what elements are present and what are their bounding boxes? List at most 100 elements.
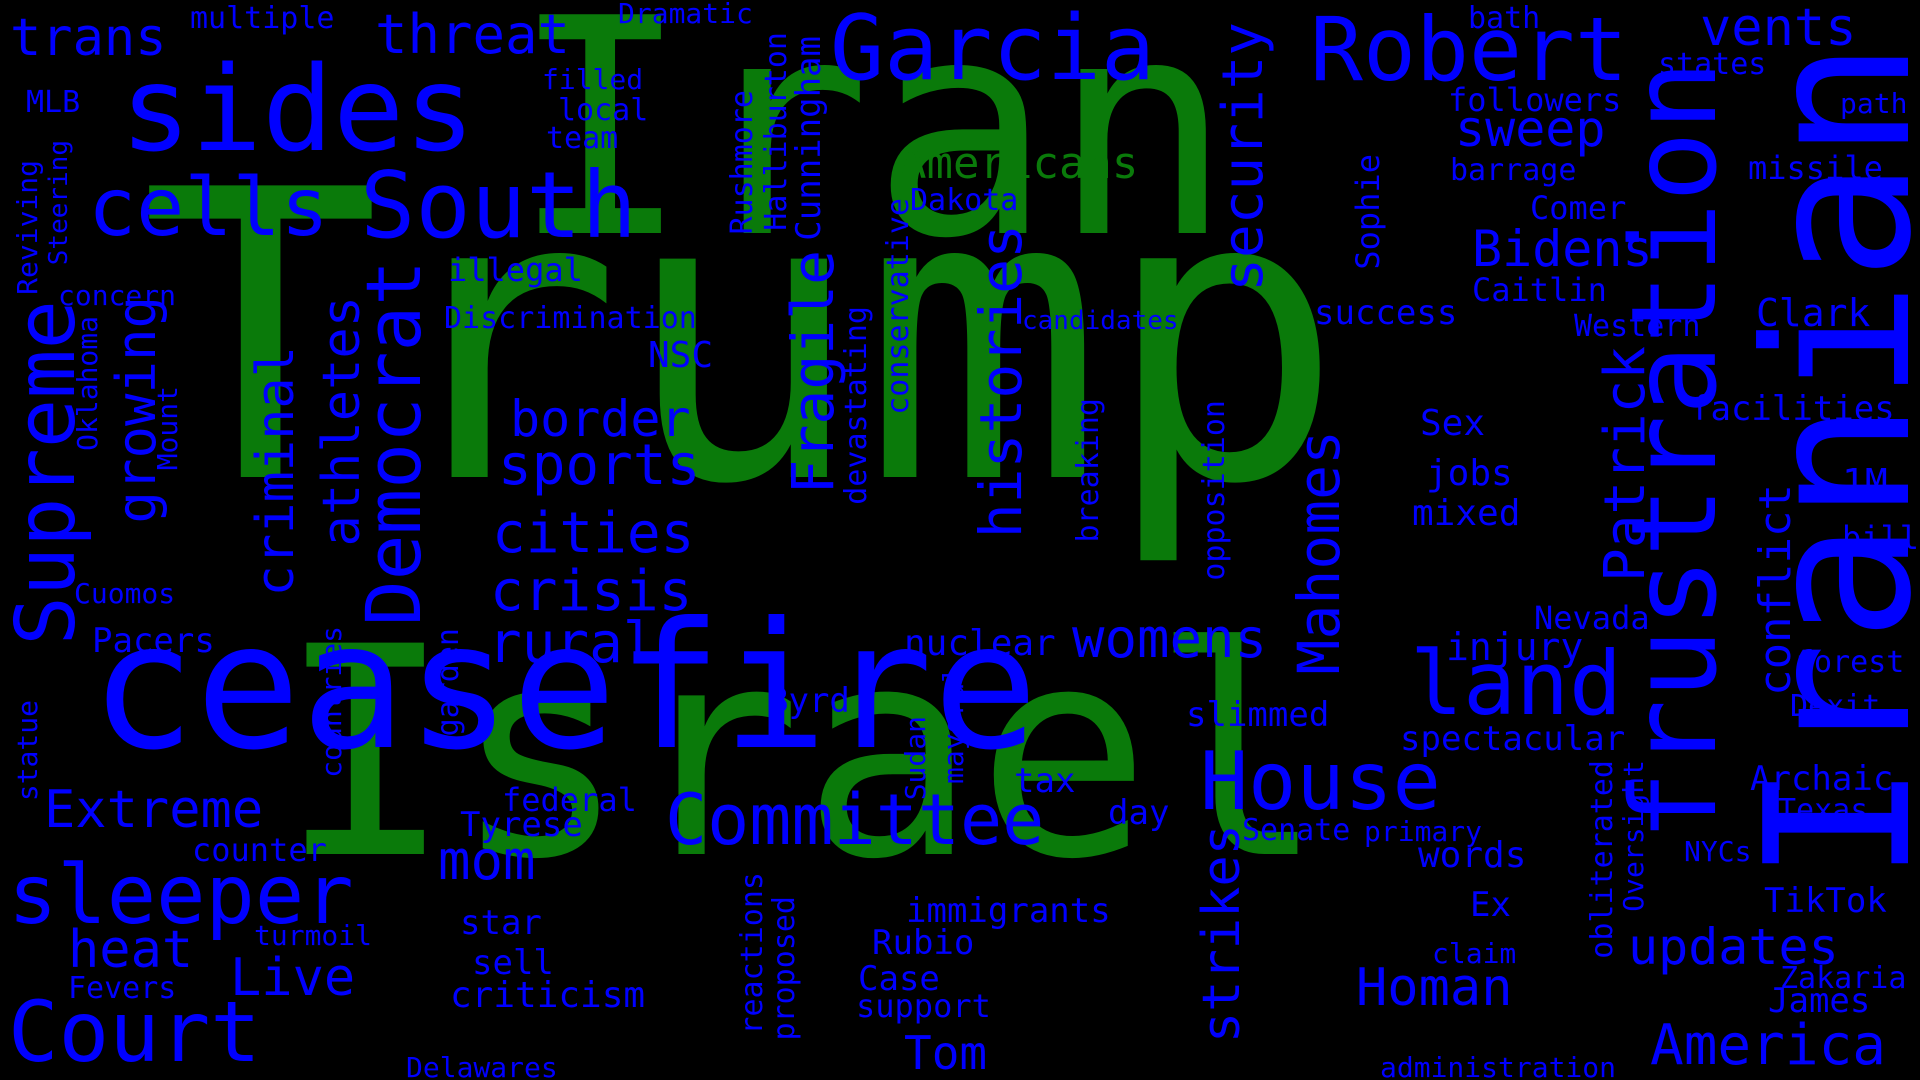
word-cities: cities (492, 506, 694, 562)
word-day: day (1108, 796, 1169, 830)
word-injury: injury (1446, 628, 1583, 666)
word-opposition: opposition (1200, 400, 1230, 581)
word-conservative: conservative (884, 198, 914, 415)
word-growing: growing (110, 296, 164, 524)
word-tax: tax (1014, 764, 1075, 798)
word-spectacular: spectacular (1400, 722, 1625, 756)
word-reactions: reactions (738, 872, 768, 1035)
word-rubio: Rubio (872, 926, 974, 960)
word-pacers: Pacers (92, 624, 215, 658)
word-patrick: Patrick (1598, 346, 1654, 582)
word-garden: garden (434, 628, 464, 736)
word-rushmore: Rushmore (728, 90, 758, 235)
word-america: America (1650, 1018, 1886, 1074)
word-sweep: sweep (1455, 104, 1606, 154)
word-live: Live (230, 952, 355, 1004)
word-dramatic: Dramatic (618, 0, 753, 28)
word-administration: administration (1380, 1054, 1616, 1080)
word-team: team (546, 124, 618, 154)
word-multiple: multiple (190, 4, 335, 34)
word-fevers: Fevers (68, 974, 176, 1004)
word-threat: threat (375, 8, 570, 62)
word-sex: Sex (1420, 406, 1485, 442)
word-barrage: barrage (1450, 156, 1576, 186)
word-breaking: breaking (1074, 398, 1104, 543)
word-sophie: Sophie (1352, 154, 1384, 270)
word-forest: forest (1796, 648, 1904, 678)
word-discrimination: Discrimination (444, 304, 697, 334)
word-counter: counter (192, 834, 327, 866)
word-strikes: strikes (1196, 824, 1248, 1043)
word-james: James (1768, 984, 1870, 1018)
word-sides: sides (120, 50, 475, 168)
word-filled: filled (542, 66, 643, 94)
word-western: Western (1574, 312, 1700, 342)
word-mayoral: mayoral (940, 666, 968, 784)
word-americans: Americans (900, 142, 1138, 186)
word-slimmed: slimmed (1186, 698, 1329, 732)
word-support: support (856, 990, 991, 1022)
word-cells: cells (88, 168, 329, 248)
word-states: states (1658, 50, 1766, 80)
word-star: star (460, 906, 542, 940)
word-womens: womens (1072, 612, 1267, 666)
word-ex: Ex (1470, 888, 1511, 922)
word-success: success (1314, 296, 1457, 330)
word-south: South (360, 160, 637, 252)
word-caitlin: Caitlin (1472, 274, 1607, 306)
word-trans: trans (10, 12, 167, 64)
word-candidates: candidates (1022, 308, 1179, 334)
word-security: security (1216, 22, 1272, 292)
word-byrd: Byrd (768, 684, 850, 718)
word-turmoil: turmoil (254, 922, 372, 950)
word-archaic: Archaic (1750, 762, 1893, 796)
word-sports: sports (498, 438, 700, 494)
word-mlb: MLB (26, 88, 80, 118)
word-proposed: proposed (770, 896, 800, 1041)
word-illegal: illegal (448, 254, 583, 286)
word-words: words (1418, 838, 1526, 874)
word-statue: statue (14, 700, 42, 801)
word-cunningham: Cunningham (792, 36, 826, 241)
word-garcia: Garcia (830, 4, 1155, 94)
word-bath: bath (1468, 4, 1540, 34)
word-senate: Senate (1242, 816, 1350, 846)
word-devastating: devastating (842, 306, 872, 505)
word-democrat: Democrat (356, 260, 432, 626)
word-criticism: criticism (450, 978, 645, 1014)
word-cuomos: Cuomos (74, 580, 175, 608)
word-nycs: NYCs (1684, 838, 1751, 866)
word-path: path (1840, 90, 1907, 118)
word-missile: missile (1748, 152, 1883, 184)
word-texas: Texas (1778, 796, 1868, 826)
word-committee: Committee (665, 785, 1044, 855)
word-bill: bill (1842, 522, 1919, 554)
word-obliterated: obliterated (1588, 760, 1618, 959)
word-nuclear: nuclear (904, 626, 1056, 662)
word-clark: Clark (1756, 294, 1870, 332)
word-delawares: Delawares (406, 1054, 558, 1080)
word-oklahoma: Oklahoma (74, 316, 102, 451)
word-dexit: Dexit (1790, 692, 1880, 722)
word-fragile: Fragile (784, 250, 842, 494)
word-steering: Steering (46, 140, 72, 265)
word-oversight: Oversight (1620, 760, 1648, 912)
word-mixed: mixed (1412, 496, 1520, 532)
word-criminal: criminal (250, 346, 302, 596)
word-bidens: Bidens (1472, 224, 1653, 274)
word-extreme: Extreme (44, 784, 263, 836)
word-1m: 1M (1842, 464, 1888, 502)
word-jobs: jobs (1426, 456, 1513, 492)
word-homan: Homan (1356, 962, 1513, 1014)
word-tiktok: TikTok (1764, 884, 1887, 918)
word-sudan: Sudan (902, 716, 930, 800)
word-halliburton: Halliburton (762, 32, 792, 231)
word-mahomes: Mahomes (1290, 430, 1348, 674)
word-tom: Tom (904, 1030, 987, 1076)
word-heat: heat (68, 924, 193, 976)
word-mom: mom (438, 834, 536, 888)
word-histories: histories (972, 224, 1030, 538)
word-reviving: Reviving (14, 160, 42, 295)
word-dakota: Dakota (910, 186, 1018, 216)
